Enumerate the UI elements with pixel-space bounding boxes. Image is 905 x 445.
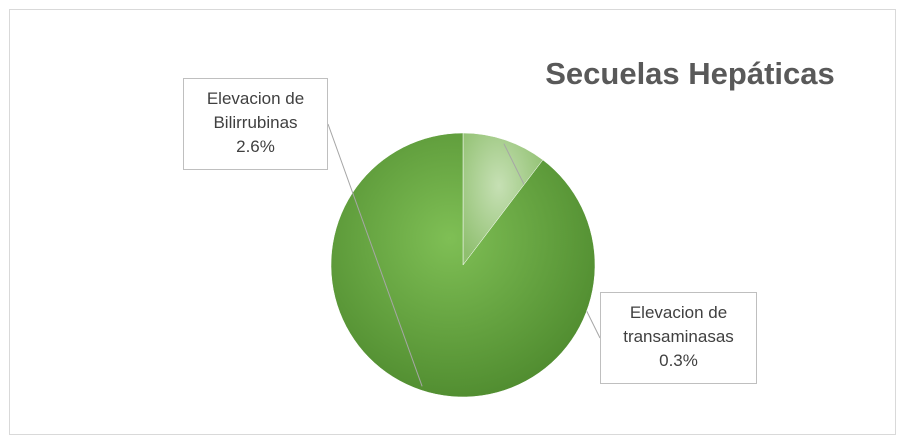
label-category: Elevacion de transaminasas (623, 303, 734, 346)
chart-title: Secuelas Hepáticas (545, 56, 835, 91)
leader-line (327, 123, 423, 387)
label-category: Elevacion de Bilirrubinas (206, 89, 305, 132)
data-label: Elevacion de Bilirrubinas 2.6% (183, 78, 328, 170)
data-label: Elevacion de transaminasas 0.3% (600, 292, 757, 384)
pie-slice (330, 132, 596, 398)
label-value: 2.6% (236, 137, 275, 156)
label-value: 0.3% (659, 351, 698, 370)
pie-slice (462, 132, 544, 266)
